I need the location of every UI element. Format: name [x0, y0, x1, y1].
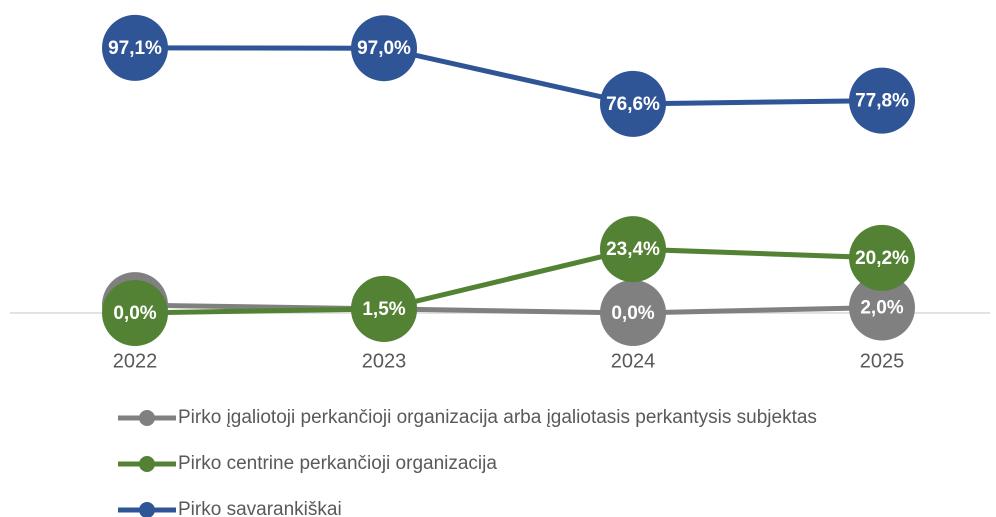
value-label: 0,0% [611, 303, 654, 324]
point [351, 15, 417, 82]
value-label: 2,0% [860, 298, 903, 319]
value-label: 97,1% [108, 38, 162, 59]
x-tick-label: 2023 [362, 350, 407, 372]
legend-label: Pirko įgaliotoji perkančioji organizacij… [178, 407, 817, 428]
value-label: 23,4% [606, 239, 660, 260]
point [102, 14, 168, 81]
x-tick-label: 2022 [113, 350, 158, 372]
value-label: 0,0% [113, 303, 156, 324]
series-line [134, 246, 883, 316]
point [849, 67, 915, 134]
point [600, 280, 666, 346]
point [849, 224, 915, 291]
legend-marker [139, 502, 155, 517]
point [351, 275, 417, 342]
point [600, 216, 666, 283]
value-label: 1,5% [362, 299, 405, 320]
point [849, 274, 915, 341]
point [102, 280, 168, 346]
x-tick-label: 2025 [860, 350, 905, 372]
legend-label: Pirko centrine perkančioji organizacija [178, 453, 497, 474]
legend-marker [139, 410, 155, 426]
value-label: 97,0% [357, 38, 411, 59]
value-label: 76,6% [606, 94, 660, 115]
series-line [134, 302, 883, 316]
x-tick-label: 2024 [611, 350, 656, 372]
legend-marker [139, 456, 155, 472]
value-label: 20,2% [855, 248, 909, 269]
point [600, 70, 666, 137]
legend-label: Pirko savarankiškai [178, 499, 342, 517]
value-label: 77,8% [855, 91, 909, 112]
series-line [134, 45, 883, 107]
